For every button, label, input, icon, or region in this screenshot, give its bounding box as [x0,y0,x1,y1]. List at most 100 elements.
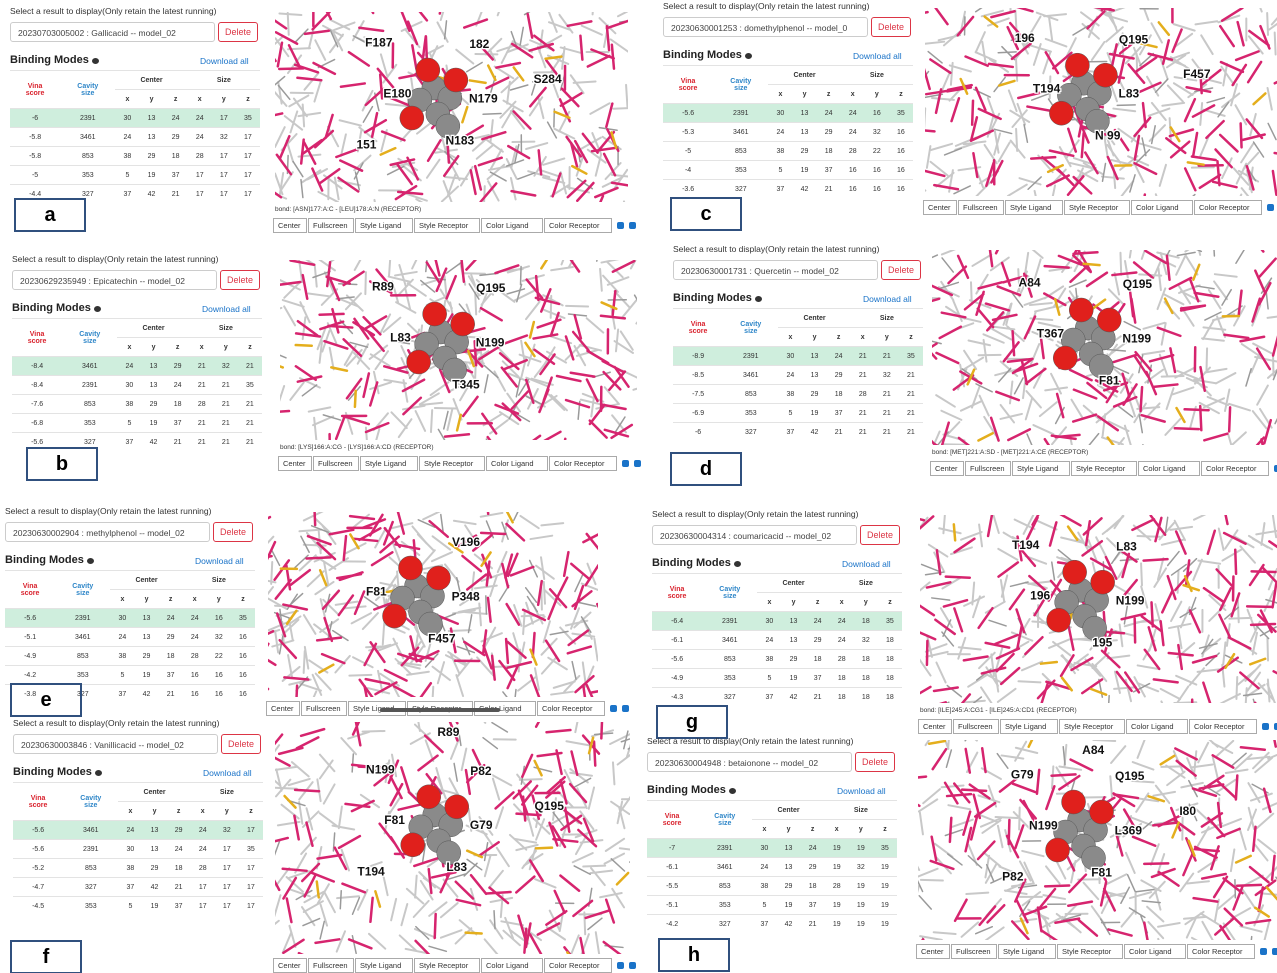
cavity-header[interactable]: Cavitysize [63,783,118,821]
result-select[interactable]: 20230630001253 : domethylphenol -- model… [663,17,868,37]
result-row[interactable]: -6.42391301324241835 [652,612,902,631]
result-row[interactable]: -5.62391301324241735 [13,840,263,859]
result-row[interactable]: -7.5853382918282121 [673,385,923,404]
delete-button[interactable]: Delete [871,17,911,37]
toolbar-button[interactable]: Style Receptor [1057,944,1123,959]
result-row[interactable]: -8.43461241329213221 [12,357,262,376]
vina-header[interactable]: Vinascore [5,571,55,609]
cavity-header[interactable]: Cavitysize [62,319,117,357]
toolbar-icon[interactable] [629,962,636,969]
toolbar-button[interactable]: Fullscreen [965,461,1011,476]
toolbar-button[interactable]: Style Receptor [414,218,480,233]
toolbar-button[interactable]: Style Receptor [1071,461,1137,476]
result-select[interactable]: 20230630004948 : betaionone -- model_02 [647,752,852,772]
result-row[interactable]: -7.6853382918282121 [12,395,262,414]
download-all[interactable]: Download all [842,559,891,569]
result-row[interactable]: -6.13461241329243218 [652,631,902,650]
toolbar-button[interactable]: Color Ligand [1126,719,1188,734]
result-row[interactable]: -435351937161616 [663,161,913,180]
result-select[interactable]: 20230630002904 : methylphenol -- model_0… [5,522,210,542]
download-all[interactable]: Download all [853,51,902,61]
result-select[interactable]: 20230630004314 : coumaricacid -- model_0… [652,525,857,545]
delete-button[interactable]: Delete [881,260,921,280]
result-select[interactable]: 20230630001731 : Quercetin -- model_02 [673,260,878,280]
toolbar-button[interactable]: Style Ligand [998,944,1056,959]
vina-header[interactable]: Vinascore [10,71,60,109]
toolbar-button[interactable]: Center [918,719,952,734]
toolbar-button[interactable]: Center [278,456,312,471]
result-row[interactable]: -4.935351937181818 [652,669,902,688]
toolbar-button[interactable]: Fullscreen [958,200,1004,215]
cavity-header[interactable]: Cavitysize [713,66,768,104]
result-row[interactable]: -5.62391301324241635 [5,609,255,628]
toolbar-button[interactable]: Center [273,958,307,973]
toolbar-button[interactable]: Style Ligand [1012,461,1070,476]
download-all[interactable]: Download all [202,304,251,314]
vina-header[interactable]: Vinascore [12,319,62,357]
toolbar-button[interactable]: Fullscreen [301,701,347,716]
toolbar-icon[interactable] [1267,204,1274,211]
vina-header[interactable]: Vinascore [673,309,723,347]
toolbar-button[interactable]: Style Ligand [1000,719,1058,734]
toolbar-button[interactable]: Center [916,944,950,959]
result-row[interactable]: -5.8853382918281717 [10,147,260,166]
toolbar-button[interactable]: Style Receptor [414,958,480,973]
result-row[interactable]: -6327374221212121 [673,423,923,442]
result-row[interactable]: -62391301324241735 [10,109,260,128]
toolbar-button[interactable]: Center [930,461,964,476]
result-row[interactable]: -3.6327374221161616 [663,180,913,199]
toolbar-button[interactable]: Color Receptor [1201,461,1269,476]
result-row[interactable]: -6.835351937212121 [12,414,262,433]
toolbar-button[interactable]: Fullscreen [308,958,354,973]
toolbar-icon[interactable] [634,460,641,467]
toolbar-button[interactable]: Color Receptor [1189,719,1257,734]
result-row[interactable]: -5.63461241329243217 [13,821,263,840]
delete-button[interactable]: Delete [855,752,895,772]
result-row[interactable]: -6.935351937212121 [673,404,923,423]
vina-header[interactable]: Vinascore [13,783,63,821]
toolbar-button[interactable]: Style Ligand [1005,200,1063,215]
toolbar-button[interactable]: Color Ligand [1138,461,1200,476]
toolbar-button[interactable]: Fullscreen [951,944,997,959]
delete-button[interactable]: Delete [218,22,258,42]
result-row[interactable]: -5.33461241329243216 [663,123,913,142]
toolbar-button[interactable]: Center [266,701,300,716]
toolbar-icon[interactable] [1272,948,1277,955]
result-row[interactable]: -4.235351937161616 [5,666,255,685]
result-row[interactable]: -4.9853382918282216 [5,647,255,666]
result-row[interactable]: -8.53461241329213221 [673,366,923,385]
result-row[interactable]: -5.62391301324241635 [663,104,913,123]
toolbar-icon[interactable] [617,222,624,229]
result-select[interactable]: 20230629235949 : Epicatechin -- model_02 [12,270,217,290]
delete-button[interactable]: Delete [860,525,900,545]
result-select[interactable]: 20230703005002 : Gallicacid -- model_02 [10,22,215,42]
delete-button[interactable]: Delete [221,734,261,754]
toolbar-button[interactable]: Color Ligand [1124,944,1186,959]
toolbar-icon[interactable] [622,460,629,467]
download-all[interactable]: Download all [200,56,249,66]
download-all[interactable]: Download all [837,786,886,796]
toolbar-button[interactable]: Style Receptor [1064,200,1130,215]
toolbar-icon[interactable] [629,222,636,229]
toolbar-button[interactable]: Fullscreen [313,456,359,471]
result-row[interactable]: -72391301324191935 [647,839,897,858]
result-row[interactable]: -4.3327374221181818 [652,688,902,707]
toolbar-button[interactable]: Color Receptor [544,218,612,233]
toolbar-button[interactable]: Color Receptor [537,701,605,716]
vina-header[interactable]: Vinascore [663,66,713,104]
toolbar-button[interactable]: Style Ligand [360,456,418,471]
cavity-header[interactable]: Cavitysize [55,571,110,609]
toolbar-button[interactable]: Style Receptor [1059,719,1125,734]
vina-header[interactable]: Vinascore [647,801,697,839]
toolbar-button[interactable]: Fullscreen [308,218,354,233]
toolbar-button[interactable]: Color Receptor [1187,944,1255,959]
vina-header[interactable]: Vinascore [652,574,702,612]
toolbar-button[interactable]: Color Receptor [549,456,617,471]
toolbar-icon[interactable] [617,962,624,969]
toolbar-icon[interactable] [1260,948,1267,955]
result-row[interactable]: -535351937171717 [10,166,260,185]
toolbar-button[interactable]: Style Ligand [355,958,413,973]
result-row[interactable]: -5.13461241329243216 [5,628,255,647]
delete-button[interactable]: Delete [220,270,260,290]
download-all[interactable]: Download all [195,556,244,566]
